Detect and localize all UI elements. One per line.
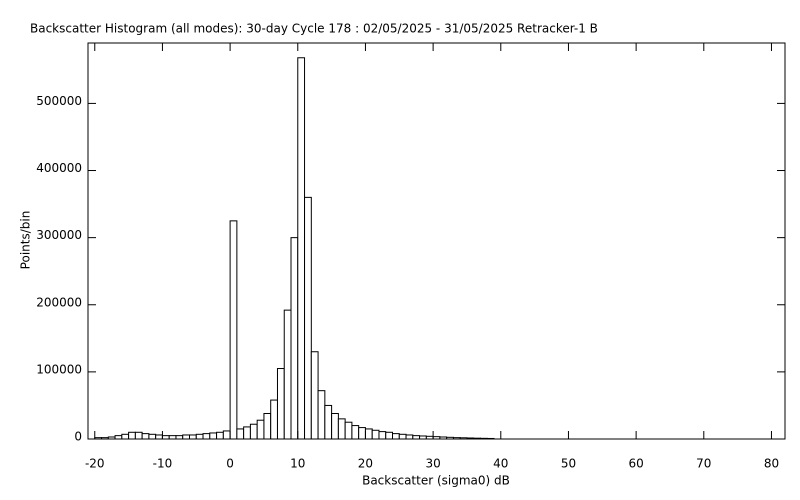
y-tick-label: 500000 xyxy=(36,94,82,108)
bar xyxy=(297,57,306,440)
bar xyxy=(229,220,238,440)
x-tick-label: 40 xyxy=(493,457,508,471)
bar xyxy=(182,434,191,440)
bar xyxy=(161,435,170,440)
bar xyxy=(344,421,353,440)
y-tick-label: 300000 xyxy=(36,228,82,242)
x-tick-label: -20 xyxy=(85,457,105,471)
bar xyxy=(270,399,278,440)
x-tick-label: 60 xyxy=(628,457,643,471)
bar xyxy=(141,433,150,440)
bar xyxy=(175,435,184,440)
bar xyxy=(155,434,163,440)
bar xyxy=(222,430,231,440)
bar xyxy=(236,428,245,440)
bar xyxy=(283,309,292,440)
x-tick-label: 50 xyxy=(561,457,576,471)
bar xyxy=(276,368,285,440)
bar xyxy=(263,412,272,440)
x-tick-label: 70 xyxy=(696,457,711,471)
x-axis-label: Backscatter (sigma0) dB xyxy=(362,474,510,488)
bar xyxy=(121,433,130,440)
bar xyxy=(128,431,136,440)
bar xyxy=(189,434,197,440)
x-tick-label: 0 xyxy=(226,457,234,471)
bar xyxy=(385,431,394,440)
bar xyxy=(392,433,400,440)
bar xyxy=(209,432,218,440)
bar xyxy=(317,390,326,440)
bar xyxy=(168,435,177,440)
y-tick-label: 100000 xyxy=(36,362,82,376)
x-tick-label: 30 xyxy=(425,457,440,471)
bar xyxy=(364,428,373,440)
bar xyxy=(290,237,299,440)
x-tick-label: 10 xyxy=(290,457,305,471)
y-tick-label: 0 xyxy=(74,430,82,444)
bar xyxy=(412,435,421,440)
bar xyxy=(324,404,333,440)
bar xyxy=(114,435,123,440)
bar xyxy=(304,196,312,440)
bar xyxy=(216,431,224,440)
bar xyxy=(249,423,258,440)
bar xyxy=(358,427,366,440)
y-tick-label: 400000 xyxy=(36,161,82,175)
y-tick-label: 200000 xyxy=(36,295,82,309)
x-tick-label: 80 xyxy=(764,457,779,471)
bar xyxy=(378,431,387,440)
bar xyxy=(331,412,339,440)
bar xyxy=(202,433,211,440)
bar xyxy=(195,433,204,440)
bar xyxy=(256,419,265,440)
y-axis-label: Points/bin xyxy=(19,211,33,270)
bar xyxy=(337,418,346,440)
bar xyxy=(405,434,414,440)
x-tick-label: 20 xyxy=(358,457,373,471)
bar xyxy=(351,425,360,440)
plot-frame xyxy=(87,42,786,440)
chart-title: Backscatter Histogram (all modes): 30-da… xyxy=(30,22,598,36)
bar xyxy=(371,429,380,440)
bar xyxy=(243,426,251,440)
bar xyxy=(134,431,143,440)
bar xyxy=(148,433,157,440)
bar xyxy=(398,433,407,440)
bar xyxy=(310,351,319,440)
x-tick-label: -10 xyxy=(153,457,173,471)
